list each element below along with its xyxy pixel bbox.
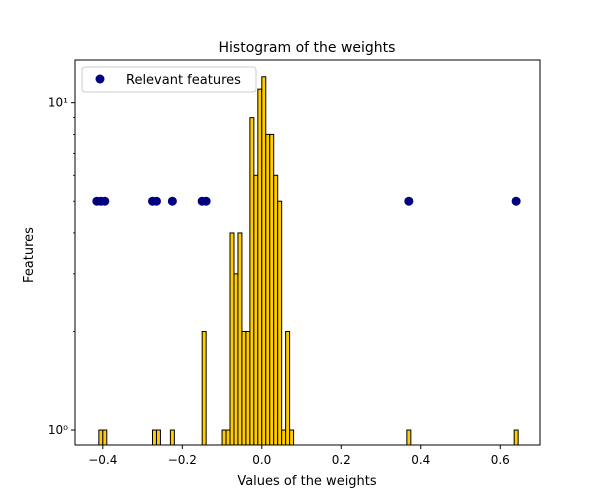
x-tick-label: 0.0: [252, 453, 271, 467]
histogram-bar: [273, 174, 279, 446]
histogram-bar: [225, 429, 231, 446]
relevant-feature-point: [100, 196, 110, 206]
histogram-bar: [277, 200, 283, 446]
histogram-bar: [253, 174, 259, 446]
histogram-bar: [406, 429, 412, 446]
histogram-bar: [281, 429, 287, 446]
histogram-bar: [289, 429, 295, 446]
relevant-feature-point: [201, 196, 211, 206]
x-tick-label: 0.6: [491, 453, 510, 467]
y-tick-label: 10⁰: [48, 423, 68, 437]
histogram-bar: [513, 429, 519, 446]
histogram-bar: [233, 273, 239, 446]
histogram-bar: [102, 429, 108, 446]
histogram-bar: [261, 76, 267, 446]
relevant-feature-point: [151, 196, 161, 206]
plot-area-frame: [74, 59, 541, 446]
y-axis-ticks: 10⁰ 10¹: [48, 96, 75, 437]
histogram-bar: [152, 429, 157, 446]
chart-title: Histogram of the weights: [219, 40, 396, 56]
histogram-bar: [285, 330, 291, 446]
histogram-bar: [237, 232, 243, 446]
histogram-bar: [98, 429, 104, 446]
histogram-bar: [245, 330, 251, 446]
histogram-bar: [169, 429, 175, 446]
x-axis-ticks: −0.4 −0.2 0.0 0.2 0.4 0.6: [88, 445, 510, 467]
legend: Relevant features: [81, 66, 257, 93]
legend-marker-icon: [95, 74, 105, 84]
relevant-feature-points: [92, 196, 521, 206]
x-tick-label: 0.4: [411, 453, 430, 467]
histogram-bar: [201, 330, 207, 446]
x-tick-label: 0.2: [332, 453, 351, 467]
y-tick-label: 10¹: [48, 96, 68, 110]
legend-box: [81, 66, 257, 93]
histogram-bar: [221, 429, 227, 446]
histogram-bar: [229, 232, 235, 446]
x-tick-label: −0.2: [168, 453, 197, 467]
histogram-bar: [155, 429, 161, 446]
legend-entry-label: Relevant features: [126, 73, 241, 88]
histogram-bar: [269, 133, 275, 446]
x-tick-label: −0.4: [88, 453, 117, 467]
relevant-feature-point: [404, 196, 414, 206]
histogram-bar: [265, 133, 271, 446]
histogram-bar: [249, 117, 255, 446]
x-axis-label: Values of the weights: [237, 474, 377, 489]
y-axis-label: Features: [22, 227, 37, 283]
histogram-bar: [241, 330, 247, 446]
histogram-bar: [257, 88, 263, 446]
relevant-feature-point: [511, 196, 521, 206]
relevant-feature-point: [167, 196, 177, 206]
